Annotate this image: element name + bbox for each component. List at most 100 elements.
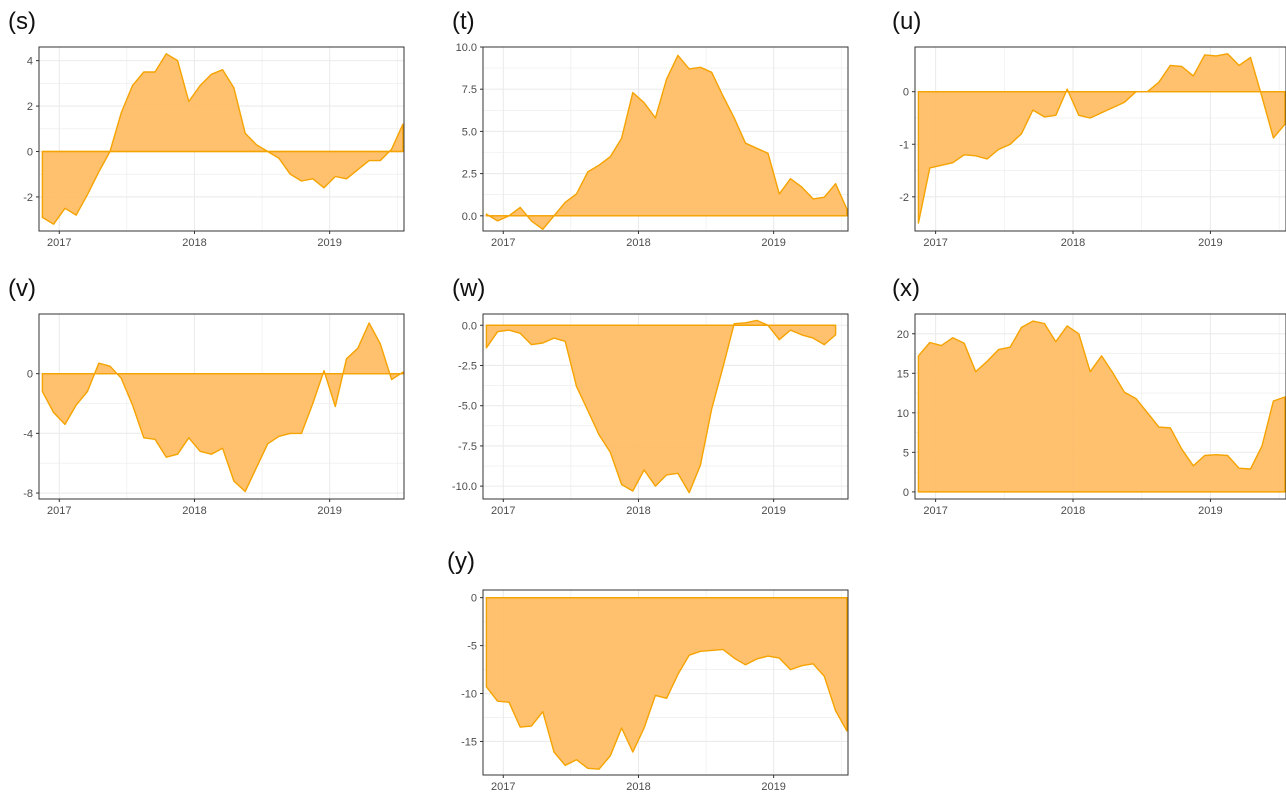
data-point [1044,323,1046,325]
data-point [952,337,954,339]
data-point [1158,426,1160,428]
data-point [1009,346,1011,348]
x-tick-label: 2019 [761,781,785,793]
x-tick-label: 2017 [47,237,71,249]
area-series [485,597,848,770]
data-point [963,342,965,344]
panel-label: (w) [452,275,486,302]
data-point [975,371,977,373]
y-tick-label: -8 [23,488,33,500]
data-point [918,355,920,357]
data-point [1192,465,1194,467]
data-point [564,765,566,767]
data-point [621,727,623,729]
x-tick-label: 2017 [491,505,515,517]
y-tick-label: 0 [903,87,909,99]
x-tick-label: 2018 [626,237,650,249]
data-point [824,675,826,677]
y-tick-label: -2.5 [458,360,477,372]
data-point [1170,427,1172,429]
data-point [1112,372,1114,374]
y-tick-label: -7.5 [458,441,477,453]
panel-w: (w) 0.0 -2.5 -5.0 -7.5 -10.0 2017 2018 2019 [0,0,870,530]
data-point [1032,320,1034,322]
area-series [917,53,1286,224]
data-point [531,725,533,727]
panel-u: (u) -2 -1 0 2017 2018 2019 [0,0,1286,265]
panel-y: (y) 0 -5 -10 -15 2017 2018 2019 [447,548,849,793]
x-tick-label: 2019 [1198,505,1222,517]
y-tick-label: -4 [23,428,33,440]
x-tick-label: 2017 [923,505,947,517]
area-series [41,322,404,493]
data-point [1055,341,1057,343]
data-point [1066,325,1068,327]
data-point [508,701,510,703]
area-series [485,319,837,494]
data-point [998,349,1000,351]
area-series [41,53,404,225]
data-point [812,663,814,665]
x-tick-label: 2017 [47,505,71,517]
data-point [767,655,769,657]
data-point [1135,398,1137,400]
data-point [1101,355,1103,357]
y-tick-label: 5.0 [462,126,477,138]
data-point [655,695,657,697]
data-point [688,654,690,656]
plot-frame [482,46,849,232]
panel-label: (v) [8,275,36,302]
data-point [486,686,488,688]
x-tick-label: 2017 [491,781,515,793]
x-tick-label: 2017 [491,237,515,249]
data-point [941,345,943,347]
area-series [917,320,1286,493]
data-point [1215,454,1217,456]
data-point [1147,412,1149,414]
y-tick-label: -2 [899,192,909,204]
data-point [722,649,724,651]
y-tick-label: 0 [27,146,33,158]
plot-frame [914,313,1286,500]
panel-label: (x) [892,275,920,302]
panel-label: (y) [447,548,475,575]
chart-s: -2 0 2 4 2017 2018 2019 [23,46,405,249]
y-tick-label: 7.5 [462,84,477,96]
x-tick-label: 2017 [923,237,947,249]
data-point [1238,467,1240,469]
data-point [711,650,713,652]
data-point [779,657,781,659]
data-point [1273,400,1275,402]
data-point [756,658,758,660]
data-point [1021,327,1023,329]
x-tick-label: 2018 [182,505,206,517]
plot-frame [38,46,405,232]
x-tick-label: 2019 [317,505,341,517]
x-tick-label: 2018 [626,781,650,793]
data-point [745,664,747,666]
y-tick-label: 0.0 [462,211,477,223]
y-tick-label: 10 [897,408,909,420]
data-point [790,669,792,671]
y-tick-label: 0 [471,593,477,605]
chart-y: 0 -5 -10 -15 2017 2018 2019 [461,589,849,793]
data-point [1078,333,1080,335]
chart-w: 0.0 -2.5 -5.0 -7.5 -10.0 2017 2018 2019 [452,313,849,517]
y-tick-label: -1 [899,139,909,151]
data-point [1250,468,1252,470]
data-point [643,727,645,729]
data-point [598,768,600,770]
data-point [587,767,589,769]
data-point [1181,448,1183,450]
y-tick-label: 20 [897,329,909,341]
plot-frame [914,46,1286,232]
plot-frame [38,313,405,500]
y-tick-label: -2 [23,192,33,204]
data-point [1089,371,1091,373]
data-point [553,751,555,753]
chart-u: -2 -1 0 2017 2018 2019 [899,46,1286,249]
data-point [610,755,612,757]
y-tick-label: -10.0 [452,481,477,493]
x-tick-label: 2019 [1198,237,1222,249]
y-tick-label: 0.0 [462,320,477,332]
